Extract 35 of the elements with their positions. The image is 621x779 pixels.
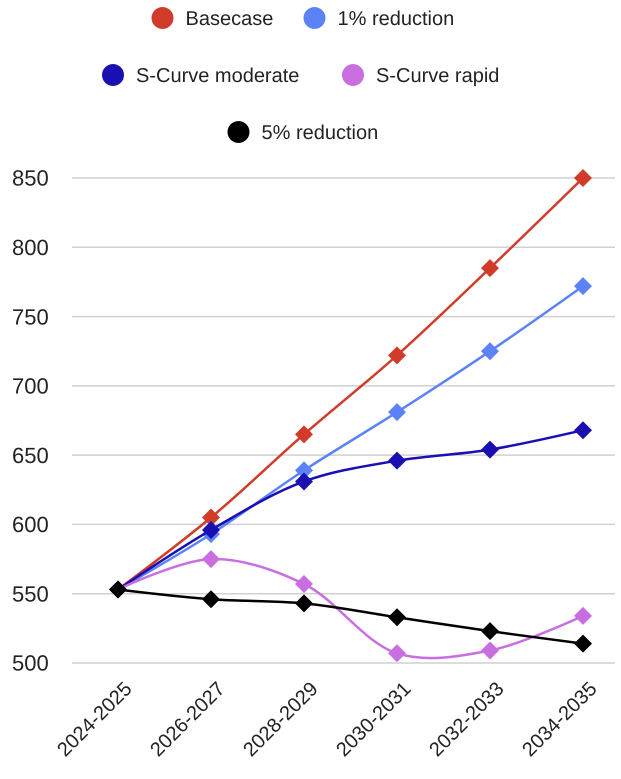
point — [574, 606, 592, 625]
legend-label: 5% reduction — [262, 122, 378, 144]
y-tick-label: 700 — [12, 374, 49, 399]
point — [481, 642, 499, 660]
point — [574, 421, 592, 440]
point — [295, 425, 313, 444]
point — [202, 550, 220, 568]
point — [388, 403, 406, 422]
point — [202, 520, 220, 539]
y-tick-label: 550 — [12, 581, 49, 606]
point — [574, 277, 592, 296]
point — [388, 608, 406, 626]
point — [481, 440, 499, 459]
point — [295, 575, 313, 594]
point — [574, 169, 592, 187]
y-tick-label: 500 — [12, 650, 49, 676]
legend-label: Basecase — [186, 8, 274, 30]
point — [202, 590, 220, 608]
point — [574, 634, 592, 653]
point — [295, 594, 313, 612]
point — [388, 452, 406, 470]
point — [295, 472, 313, 490]
point — [388, 644, 406, 662]
legend-label: S-Curve rapid — [376, 65, 500, 87]
y-tick-label: 650 — [12, 442, 49, 468]
y-tick-label: 600 — [12, 512, 49, 538]
y-tick-label: 750 — [12, 304, 49, 330]
point — [481, 259, 499, 278]
point — [481, 342, 499, 360]
point — [388, 346, 406, 364]
point — [481, 622, 499, 640]
legend-label: S-Curve moderate — [136, 65, 300, 87]
y-tick-label: 850 — [12, 166, 49, 191]
legend-label: 1% reduction — [338, 8, 454, 30]
y-tick-label: 800 — [12, 234, 49, 260]
